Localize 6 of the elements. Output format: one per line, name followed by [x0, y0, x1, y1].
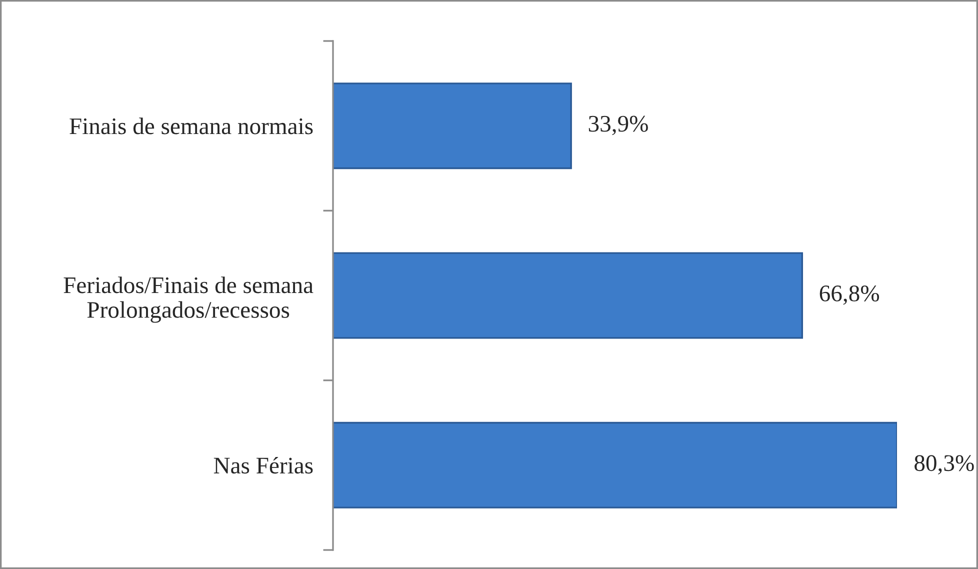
- y-tick-label: Finais de semana normais: [70, 118, 313, 134]
- data-label: 33,9%: [588, 116, 648, 136]
- data-label: 80,3%: [914, 455, 974, 474]
- y-tick-label: Nas Férias: [214, 456, 313, 474]
- y-tick-label: Feriados/Finais de semana Prolongados/recessos: [64, 276, 314, 323]
- data-label: 66,8%: [820, 285, 880, 305]
